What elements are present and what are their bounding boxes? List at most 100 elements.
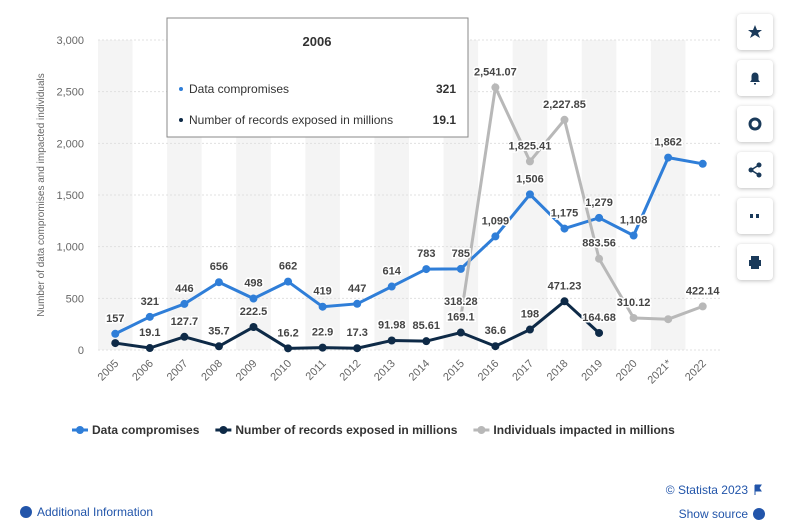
x-tick-label: 2019	[579, 358, 605, 384]
tooltip-title: 2006	[303, 34, 332, 49]
point	[111, 339, 120, 348]
point	[214, 342, 223, 351]
legend-label[interactable]: Individuals impacted in millions	[493, 423, 675, 437]
print-button[interactable]	[737, 244, 773, 280]
y-tick-label: 2,500	[56, 87, 84, 99]
additional-info[interactable]: Additional Information	[37, 505, 153, 519]
point	[560, 224, 569, 233]
legend-label[interactable]: Number of records exposed in millions	[235, 423, 457, 437]
tooltip-box	[166, 17, 469, 138]
point	[664, 315, 673, 324]
x-tick-label: 2005	[96, 358, 122, 384]
point	[249, 323, 258, 332]
data-label: 1,506	[516, 173, 544, 185]
x-tick-label: 2022	[683, 358, 709, 384]
info-icon	[20, 506, 32, 518]
data-label: 1,279	[585, 197, 613, 209]
data-label: 16.2	[277, 327, 298, 339]
data-label: 1,862	[654, 137, 682, 149]
point	[629, 231, 638, 240]
point	[664, 153, 673, 162]
point	[422, 337, 431, 346]
data-label: 1,825.41	[509, 140, 552, 152]
legend-marker	[219, 426, 228, 434]
data-label: 127.7	[171, 316, 199, 328]
tooltip-value: 19.1	[433, 113, 457, 127]
icon	[748, 25, 762, 38]
icon	[750, 214, 759, 218]
data-label: 2,541.07	[474, 66, 517, 78]
y-tick-label: 2,000	[56, 138, 84, 150]
icon	[750, 72, 760, 85]
legend-label[interactable]: Data compromises	[92, 423, 200, 437]
favorite-button[interactable]	[737, 14, 773, 50]
data-label: 498	[244, 278, 262, 290]
data-label: 2,227.85	[543, 99, 586, 111]
point	[387, 282, 396, 291]
tooltip-value: 321	[436, 82, 456, 96]
point	[284, 277, 293, 286]
series-line	[459, 82, 704, 321]
x-tick-label: 2007	[165, 358, 191, 384]
data-label: 318.28	[444, 296, 478, 308]
flag-icon	[754, 484, 762, 495]
copyright[interactable]: © Statista 2023	[666, 483, 749, 497]
column-band	[650, 40, 686, 350]
point	[456, 328, 465, 337]
icon	[749, 256, 761, 269]
data-label: 785	[452, 248, 470, 260]
data-label: 471.23	[548, 280, 582, 292]
x-tick-label: 2018	[545, 358, 571, 384]
settings-button[interactable]	[737, 106, 773, 142]
point	[525, 157, 534, 166]
point	[387, 336, 396, 345]
data-label: 91.98	[378, 319, 406, 331]
data-label: 447	[348, 283, 366, 295]
data-label: 656	[210, 261, 228, 273]
x-tick-label: 2020	[614, 358, 640, 384]
point	[629, 313, 638, 322]
point	[318, 343, 327, 352]
x-tick-label: 2006	[130, 358, 156, 384]
data-label: 783	[417, 248, 435, 260]
data-label: 1,108	[620, 215, 648, 227]
point	[595, 328, 604, 337]
share-button[interactable]	[737, 152, 773, 188]
data-label: 36.6	[485, 325, 506, 337]
x-tick-label: 2010	[268, 358, 294, 384]
y-tick-label: 0	[78, 345, 84, 357]
data-label: 164.68	[582, 312, 616, 324]
x-tick-label: 2013	[372, 358, 398, 384]
point	[698, 302, 707, 311]
point	[456, 313, 465, 322]
point	[422, 265, 431, 274]
point	[560, 115, 569, 124]
icon	[748, 162, 762, 178]
x-tick-label: 2008	[199, 358, 225, 384]
tooltip: 2006 Data compromises 321 Number of reco…	[166, 17, 469, 138]
legend-marker	[76, 426, 84, 434]
x-tick-label: 2011	[304, 358, 329, 383]
point	[698, 159, 707, 168]
alert-button[interactable]	[737, 60, 773, 96]
y-tick-label: 1,500	[56, 190, 84, 202]
tooltip-label: Number of records exposed in millions	[189, 113, 393, 127]
data-label: 169.1	[447, 312, 475, 324]
y-tick-label: 500	[66, 293, 84, 305]
legend-marker	[477, 426, 486, 434]
point	[491, 83, 500, 92]
point	[318, 302, 327, 311]
point	[111, 329, 120, 338]
point	[491, 342, 500, 351]
data-label: 17.3	[346, 327, 367, 339]
data-label: 883.56	[582, 238, 616, 250]
data-label: 198	[521, 309, 539, 321]
cite-button[interactable]	[737, 198, 773, 234]
point	[214, 278, 223, 287]
show-source[interactable]: Show source	[679, 507, 749, 521]
x-tick-label: 2012	[337, 358, 363, 384]
data-label: 1,099	[482, 215, 510, 227]
